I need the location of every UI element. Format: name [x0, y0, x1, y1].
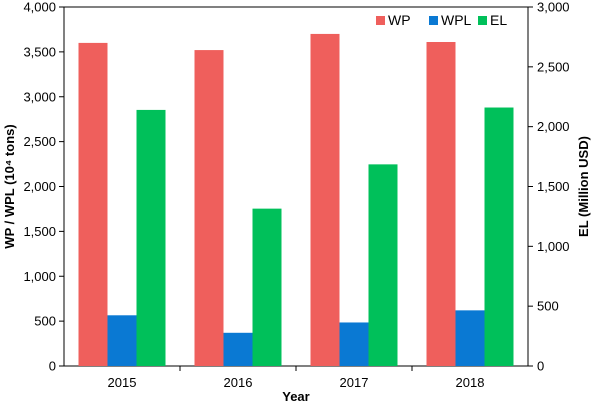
right-tick-label: 2,000 [537, 119, 570, 134]
x-axis-title: Year [282, 389, 309, 404]
x-tick-label: 2018 [456, 375, 485, 390]
right-tick-label: 1,000 [537, 239, 570, 254]
legend-label-el: EL [490, 12, 507, 28]
legend-swatch-el [478, 16, 487, 25]
bar-el-2018 [484, 107, 514, 367]
x-tick-label: 2015 [108, 375, 137, 390]
right-tick-label: 0 [537, 359, 544, 374]
left-tick-label: 500 [34, 314, 56, 329]
legend-label-wp: WP [388, 12, 411, 28]
left-tick-label: 1,000 [23, 269, 56, 284]
bar-el-2016 [252, 208, 282, 366]
right-axis-ticks: 0 500 1,000 1,500 2,000 2,500 3,000 [528, 0, 570, 374]
left-tick-label: 3,500 [23, 44, 56, 59]
left-axis-ticks: 0 500 1,000 1,500 2,000 2,500 3,000 3,500 4,000 [23, 0, 64, 374]
bar-wpl-2018 [455, 310, 485, 366]
left-axis-title: WP / WPL (10⁴ tons) [2, 124, 17, 248]
bar-wpl-2015 [107, 315, 137, 366]
right-axis-title: EL (Million USD) [576, 136, 591, 237]
right-tick-label: 1,500 [537, 179, 570, 194]
bar-wp-2018 [426, 42, 456, 366]
right-tick-label: 2,500 [537, 59, 570, 74]
left-tick-label: 2,000 [23, 179, 56, 194]
x-tick-label: 2016 [224, 375, 253, 390]
x-axis-ticks: 2015 2016 2017 2018 [108, 366, 485, 390]
bar-wp-2015 [78, 42, 108, 367]
left-tick-label: 3,000 [23, 89, 56, 104]
right-tick-label: 3,000 [537, 0, 570, 15]
legend-swatch-wp [376, 16, 385, 25]
bar-wp-2017 [310, 33, 340, 367]
legend-label-wpl: WPL [441, 12, 472, 28]
bar-wpl-2017 [339, 322, 369, 366]
bar-wpl-2016 [223, 332, 253, 366]
legend: WP WPL EL [376, 12, 507, 28]
left-tick-label: 0 [49, 359, 56, 374]
left-tick-label: 1,500 [23, 224, 56, 239]
x-tick-label: 2017 [340, 375, 369, 390]
legend-swatch-wpl [429, 16, 438, 25]
bars-group [78, 33, 514, 367]
left-tick-label: 2,500 [23, 134, 56, 149]
left-tick-label: 4,000 [23, 0, 56, 15]
bar-el-2017 [368, 164, 398, 366]
right-tick-label: 500 [537, 299, 559, 314]
bar-wp-2016 [194, 50, 224, 367]
bar-el-2015 [136, 109, 166, 366]
